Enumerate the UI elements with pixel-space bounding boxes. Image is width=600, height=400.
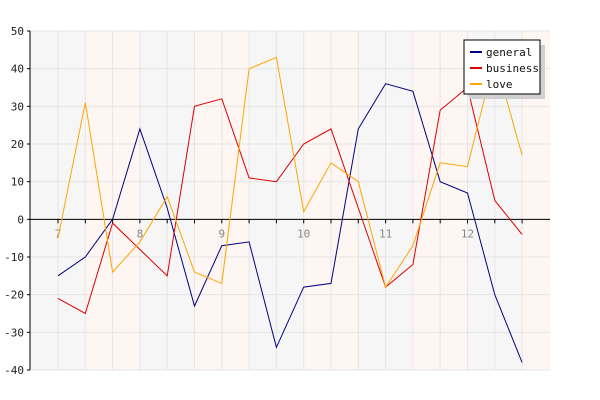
legend-label-love: love bbox=[486, 78, 513, 91]
background-band bbox=[30, 31, 85, 370]
x-tick-label: 10 bbox=[297, 227, 310, 240]
y-tick-label: 40 bbox=[11, 63, 24, 76]
y-tick-label: -30 bbox=[4, 326, 24, 339]
background-band bbox=[193, 31, 249, 370]
y-tick-label: 30 bbox=[11, 100, 24, 113]
grid-lines bbox=[30, 30, 550, 371]
legend-label-general: general bbox=[486, 46, 532, 59]
series-line-general bbox=[57, 83, 523, 363]
series-line-love bbox=[57, 55, 523, 289]
background-band bbox=[357, 31, 413, 370]
background-band bbox=[84, 31, 140, 370]
y-axis-ticks: -40 -30 -20 -10 0 10 20 30 40 50 bbox=[4, 25, 30, 377]
x-tick-label: 8 bbox=[137, 227, 144, 240]
y-tick-label: -40 bbox=[4, 364, 24, 377]
background-bands bbox=[30, 31, 550, 370]
y-tick-label: 0 bbox=[17, 213, 24, 226]
series-line-business bbox=[57, 86, 523, 315]
y-tick-label: -20 bbox=[4, 289, 24, 302]
axes bbox=[29, 31, 550, 370]
y-tick-label: -10 bbox=[4, 251, 24, 264]
legend: general business love bbox=[463, 39, 545, 99]
x-tick-label: 12 bbox=[461, 227, 474, 240]
background-band bbox=[139, 31, 194, 370]
y-tick-label: 10 bbox=[11, 176, 24, 189]
legend-label-business: business bbox=[486, 62, 539, 75]
y-tick-label: 50 bbox=[11, 25, 24, 38]
x-tick-label: 7 bbox=[55, 227, 62, 240]
background-band bbox=[412, 31, 467, 370]
background-band bbox=[248, 31, 303, 370]
y-tick-label: 20 bbox=[11, 138, 24, 151]
series-lines bbox=[57, 55, 523, 363]
background-band bbox=[303, 31, 358, 370]
x-axis-ticks: 7 8 9 10 11 12 bbox=[55, 219, 523, 240]
x-tick-label: 9 bbox=[218, 227, 225, 240]
x-tick-label: 11 bbox=[379, 227, 392, 240]
